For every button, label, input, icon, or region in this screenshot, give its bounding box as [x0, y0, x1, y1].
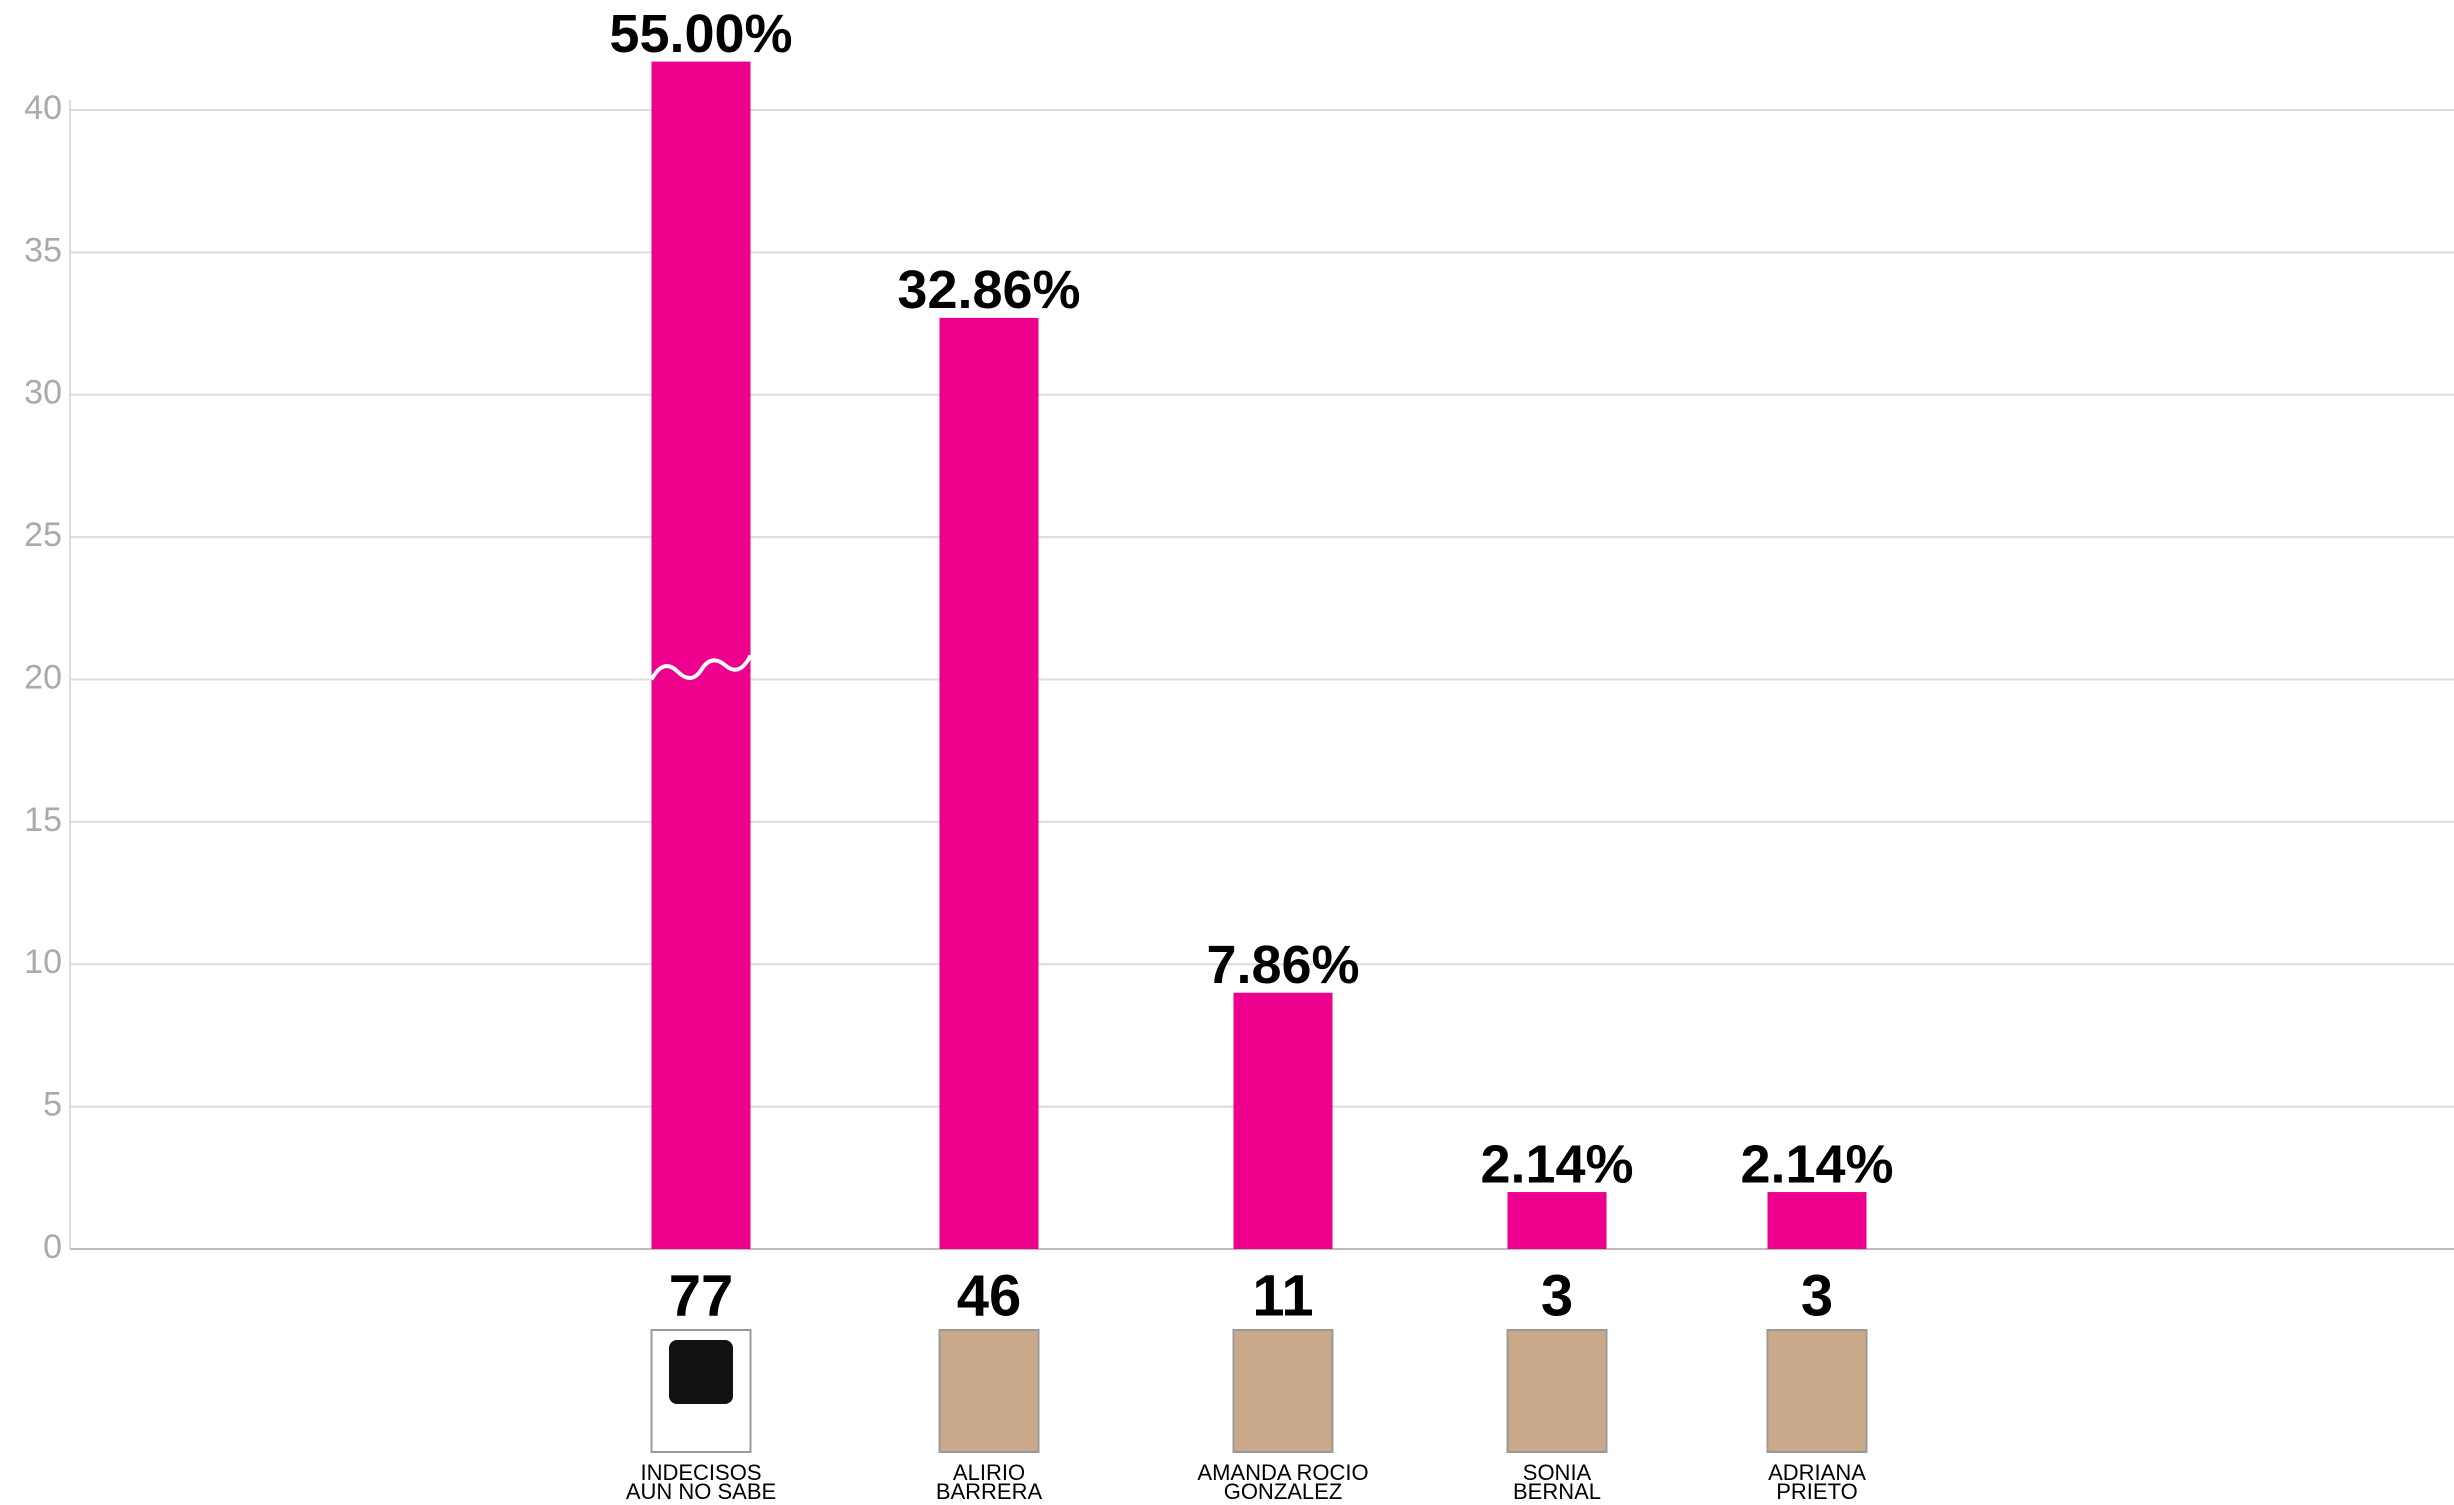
bar [1234, 993, 1333, 1249]
count-label: 11 [1252, 1263, 1313, 1328]
bar [1508, 1192, 1607, 1249]
x-tick-label: PRIETO [1776, 1479, 1858, 1504]
y-tick-label: 15 [24, 801, 62, 839]
x-tick-label: AUN NO SABE [626, 1479, 776, 1504]
count-label: 3 [1801, 1263, 1833, 1328]
candidate-photo [1234, 1330, 1333, 1452]
count-label: 46 [957, 1263, 1022, 1328]
y-tick-label: 20 [24, 658, 62, 696]
x-tick-label: BERNAL [1513, 1479, 1601, 1504]
percent-label: 2.14% [1480, 1134, 1633, 1194]
candidate-photo [1508, 1330, 1607, 1452]
percent-label: 7.86% [1206, 935, 1359, 995]
percent-label: 32.86% [897, 260, 1080, 320]
x-tick-label: BARRERA [936, 1479, 1043, 1504]
y-tick-label: 35 [24, 231, 62, 269]
y-tick-label: 10 [24, 943, 62, 981]
candidate-photo [1768, 1330, 1867, 1452]
count-label: 77 [669, 1263, 734, 1328]
count-label: 3 [1541, 1263, 1573, 1328]
logo [669, 1340, 733, 1404]
y-tick-label: 30 [24, 374, 62, 412]
percent-label: 55.00% [609, 4, 792, 64]
page: {"chart_data": {"type": "bar", "categori… [0, 0, 2454, 1505]
y-tick-label: 40 [24, 89, 62, 127]
bar [1768, 1192, 1867, 1249]
candidate-photo [940, 1330, 1039, 1452]
y-tick-label: 25 [24, 516, 62, 554]
x-tick-label: GONZALEZ [1224, 1479, 1343, 1504]
bar [652, 62, 751, 1249]
y-tick-label: 0 [43, 1228, 62, 1266]
chart: 051015202530354055.00%77INDECISOSAUN NO … [0, 0, 2454, 1505]
bar [940, 318, 1039, 1249]
y-tick-label: 5 [43, 1086, 62, 1124]
percent-label: 2.14% [1740, 1134, 1893, 1194]
